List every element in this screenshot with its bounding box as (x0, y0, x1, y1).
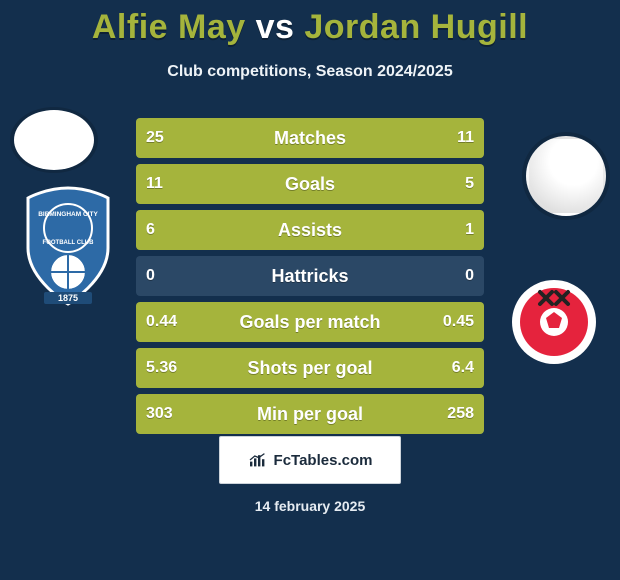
stat-label: Goals (136, 164, 484, 204)
badge-left-year: 1875 (58, 293, 78, 303)
stat-label: Matches (136, 118, 484, 158)
stat-row: 61Assists (136, 210, 484, 250)
comparison-chart: 2511Matches 115Goals 61Assists 00Hattricks 0… (136, 118, 484, 440)
stat-label: Goals per match (136, 302, 484, 342)
stat-row: 00Hattricks (136, 256, 484, 296)
club-badge-left: BIRMINGHAM CITY FOOTBALL CLUB 1875 (20, 184, 116, 308)
club-badge-right (506, 260, 602, 384)
stat-row: 2511Matches (136, 118, 484, 158)
badge-left-text-mid: FOOTBALL CLUB (43, 240, 95, 246)
footer-date: 14 february 2025 (0, 498, 620, 514)
vs-text: vs (256, 8, 295, 46)
player2-avatar (526, 136, 606, 216)
stat-row: 0.440.45Goals per match (136, 302, 484, 342)
player1-avatar (14, 110, 94, 170)
brand-plate: FcTables.com (219, 436, 401, 484)
stat-row: 115Goals (136, 164, 484, 204)
stat-row: 5.366.4Shots per goal (136, 348, 484, 388)
badge-left-ball (50, 254, 86, 290)
brand-text: FcTables.com (274, 452, 373, 469)
stat-label: Assists (136, 210, 484, 250)
stat-label: Min per goal (136, 394, 484, 434)
badge-left-text-top: BIRMINGHAM CITY (38, 211, 98, 218)
stat-label: Hattricks (136, 256, 484, 296)
brand-icon (248, 452, 268, 468)
page-title: Alfie May vs Jordan Hugill (0, 0, 620, 47)
stat-row: 303258Min per goal (136, 394, 484, 434)
subtitle: Club competitions, Season 2024/2025 (0, 63, 620, 81)
player2-name: Jordan Hugill (304, 8, 528, 46)
player1-name: Alfie May (92, 8, 246, 46)
stat-label: Shots per goal (136, 348, 484, 388)
